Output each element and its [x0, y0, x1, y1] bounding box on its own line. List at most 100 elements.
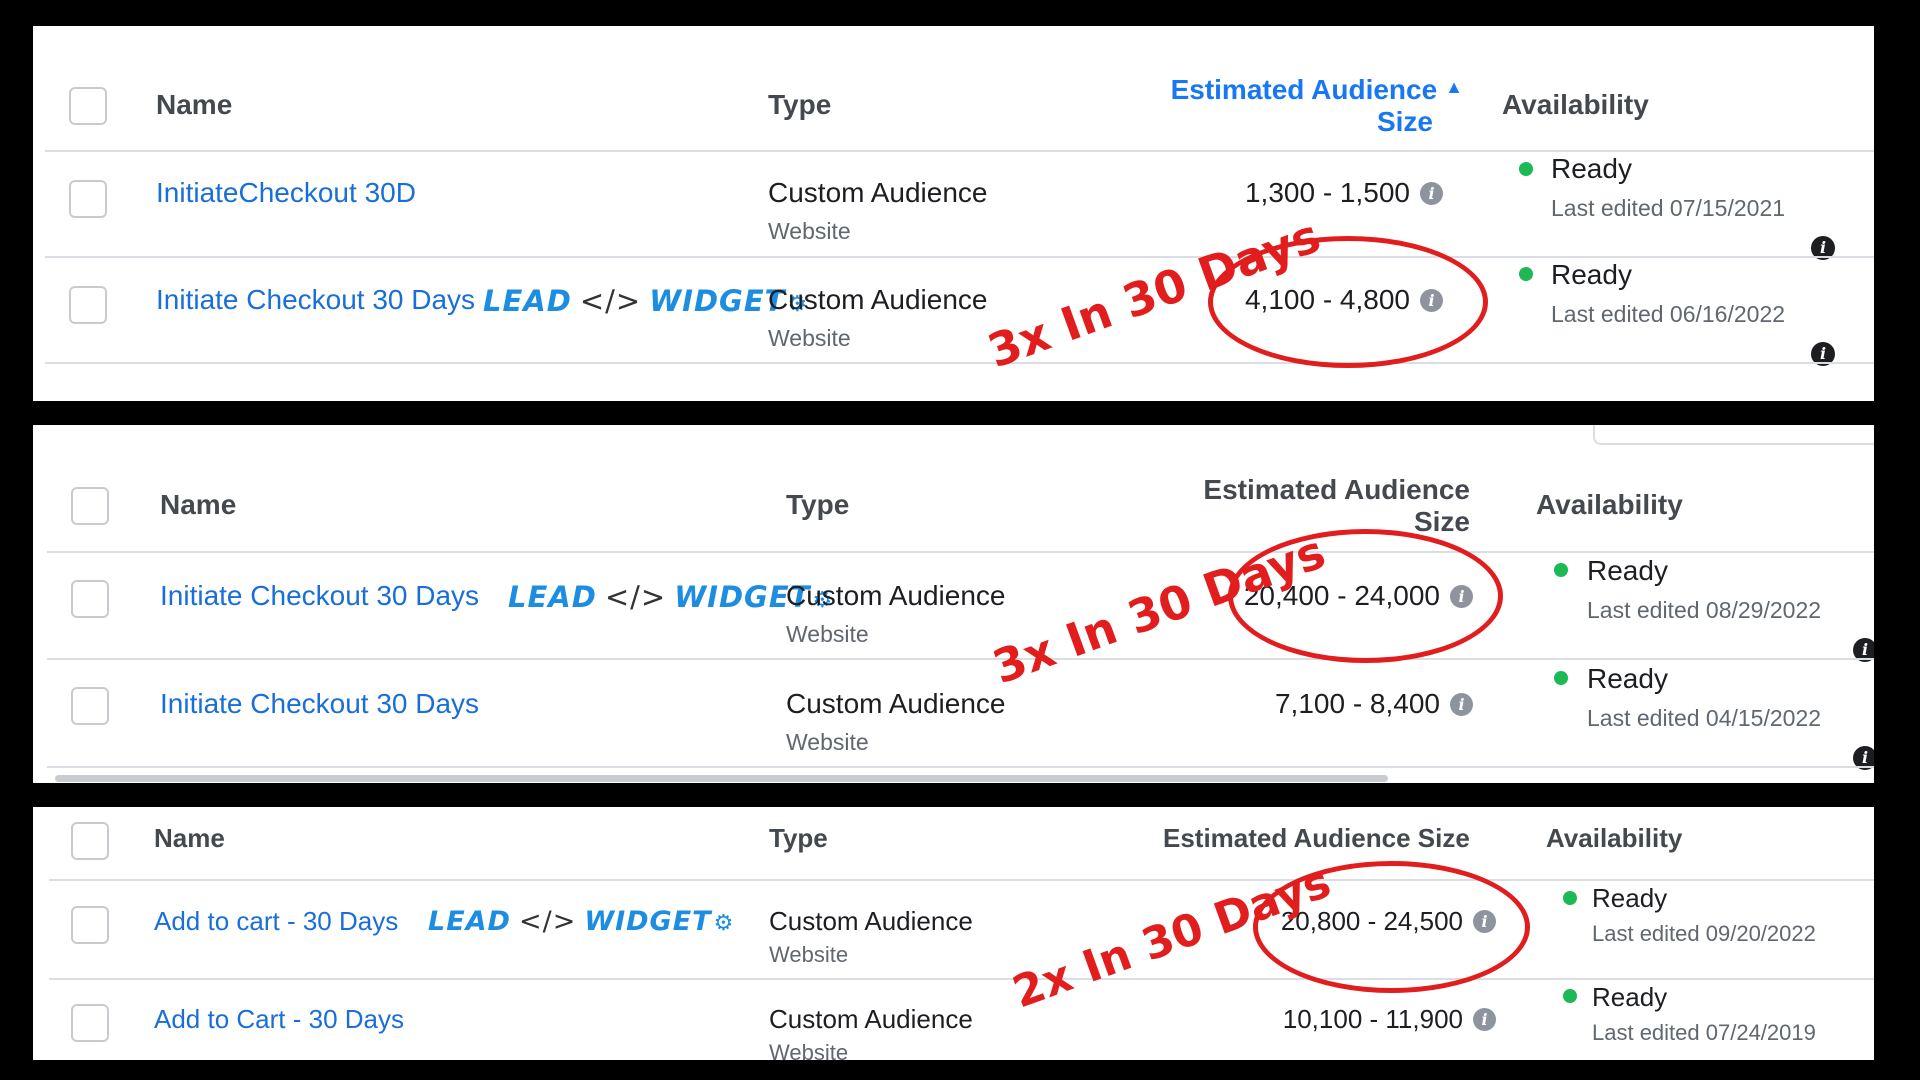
audience-source: Website — [786, 729, 869, 755]
status-dot-icon — [1563, 989, 1577, 1003]
column-header-size-line2: Size — [1413, 506, 1470, 537]
availability-status: Ready — [1592, 883, 1668, 913]
column-header-availability[interactable]: Availability — [1546, 823, 1683, 853]
last-edited: Last edited 07/15/2021 — [1551, 195, 1786, 221]
column-header-availability[interactable]: Availability — [1536, 489, 1683, 520]
availability-status: Ready — [1551, 259, 1632, 290]
last-edited: Last edited 06/16/2022 — [1551, 301, 1786, 327]
column-header-size-line1: Estimated Audience — [1170, 74, 1438, 105]
search-box[interactable] — [1593, 425, 1874, 445]
row-divider — [45, 256, 1874, 258]
column-header-size-line1: Estimated Audience — [1203, 474, 1470, 505]
row-checkbox[interactable] — [71, 1004, 109, 1042]
row-checkbox[interactable] — [71, 687, 109, 725]
horizontal-scrollbar[interactable] — [55, 775, 1388, 782]
column-header-size[interactable]: Estimated Audience ▲ Size — [1033, 74, 1463, 138]
last-edited: Last edited 07/24/2019 — [1592, 1020, 1816, 1045]
highlight-circle — [1228, 529, 1503, 663]
gear-icon: ⚙ — [812, 588, 834, 613]
row-checkbox[interactable] — [69, 180, 107, 218]
audience-type: Custom Audience — [769, 1004, 973, 1034]
audience-size-cell: 10,100 - 11,900 i — [1093, 1004, 1496, 1035]
availability-status: Ready — [1587, 555, 1668, 586]
status-dot-icon — [1554, 563, 1568, 577]
status-dot-icon — [1554, 671, 1568, 685]
logo-text-widget: WIDGET — [584, 906, 712, 937]
logo-text-lead: LEAD — [483, 284, 572, 318]
last-edited: Last edited 08/29/2022 — [1587, 597, 1822, 623]
gear-icon: ⚙ — [787, 292, 809, 317]
info-icon[interactable]: i — [1450, 693, 1473, 716]
column-header-availability[interactable]: Availability — [1502, 89, 1649, 120]
audience-name-link[interactable]: Add to cart - 30 Days — [154, 906, 399, 936]
audience-name-link[interactable]: InitiateCheckout 30D — [156, 177, 416, 208]
logo-text-lead: LEAD — [428, 906, 511, 937]
audience-name-link[interactable]: Add to Cart - 30 Days — [154, 1004, 404, 1034]
row-divider — [47, 658, 1874, 660]
audience-name-link[interactable]: Initiate Checkout 30 Days — [160, 580, 480, 611]
info-icon[interactable]: i — [1420, 182, 1443, 205]
gear-icon: ⚙ — [713, 911, 735, 936]
select-all-checkbox[interactable] — [71, 487, 109, 525]
audience-name-link[interactable]: Initiate Checkout 30 Days — [160, 688, 480, 719]
row-divider — [45, 362, 1874, 364]
availability-status: Ready — [1551, 153, 1632, 184]
row-checkbox[interactable] — [71, 580, 109, 618]
audience-size: 7,100 - 8,400 — [1274, 688, 1440, 719]
availability-status: Ready — [1592, 982, 1668, 1012]
row-divider — [49, 978, 1874, 980]
logo-text-code: </> — [604, 580, 667, 614]
row-checkbox[interactable] — [69, 286, 107, 324]
availability-status: Ready — [1587, 663, 1668, 694]
column-header-size[interactable]: Estimated Audience Size — [1053, 474, 1470, 538]
audience-size-cell: 1,300 - 1,500 i — [1033, 177, 1443, 209]
column-header-type[interactable]: Type — [768, 89, 832, 120]
column-header-size[interactable]: Estimated Audience Size — [1163, 823, 1470, 853]
column-header-name[interactable]: Name — [154, 823, 225, 853]
status-dot-icon — [1519, 267, 1533, 281]
column-header-name[interactable]: Name — [156, 89, 233, 120]
highlight-circle — [1208, 236, 1488, 368]
highlight-circle — [1253, 861, 1530, 993]
audience-table-panel-1: Name Type Estimated Audience ▲ Size Avail… — [33, 26, 1874, 401]
audience-type: Custom Audience — [786, 688, 1006, 719]
select-all-checkbox[interactable] — [71, 822, 109, 860]
audience-type: Custom Audience — [768, 177, 988, 208]
audience-size: 10,100 - 11,900 — [1282, 1004, 1463, 1034]
column-header-type[interactable]: Type — [769, 823, 828, 853]
audience-source: Website — [786, 621, 869, 647]
info-icon[interactable]: i — [1853, 746, 1874, 770]
info-icon[interactable]: i — [1853, 638, 1874, 662]
logo-text-widget: WIDGET — [674, 580, 811, 614]
audience-size: 1,300 - 1,500 — [1244, 177, 1410, 208]
lead-widget-logo: LEAD </> WIDGET⚙ — [483, 284, 808, 318]
column-header-name[interactable]: Name — [160, 489, 237, 520]
last-edited: Last edited 04/15/2022 — [1587, 705, 1822, 731]
sort-ascending-icon: ▲ — [1445, 77, 1463, 97]
row-checkbox[interactable] — [71, 906, 109, 944]
column-header-type[interactable]: Type — [786, 489, 850, 520]
row-divider — [49, 879, 1874, 881]
logo-text-code: </> — [518, 906, 577, 937]
audience-type: Custom Audience — [786, 580, 1006, 611]
status-dot-icon — [1519, 162, 1533, 176]
lead-widget-logo: LEAD </> WIDGET⚙ — [428, 906, 734, 937]
audience-table-panel-3: Name Type Estimated Audience Size Availa… — [33, 807, 1874, 1060]
row-divider — [45, 150, 1874, 152]
status-dot-icon — [1563, 891, 1577, 905]
audience-source: Website — [769, 1040, 849, 1060]
logo-text-code: </> — [579, 284, 642, 318]
info-icon[interactable]: i — [1473, 1008, 1496, 1031]
audience-size-cell: 7,100 - 8,400 i — [1053, 688, 1473, 720]
select-all-checkbox[interactable] — [69, 87, 107, 125]
audience-source: Website — [768, 325, 851, 351]
audience-name-link[interactable]: Initiate Checkout 30 Days — [156, 284, 476, 315]
audience-type: Custom Audience — [769, 906, 973, 936]
lead-widget-logo: LEAD </> WIDGET⚙ — [508, 580, 833, 614]
audience-source: Website — [768, 218, 851, 244]
audience-type: Custom Audience — [768, 284, 988, 315]
last-edited: Last edited 09/20/2022 — [1592, 921, 1816, 946]
row-divider — [47, 551, 1874, 553]
row-divider — [47, 766, 1874, 768]
audience-table-panel-2: Name Type Estimated Audience Size Availa… — [33, 425, 1874, 783]
